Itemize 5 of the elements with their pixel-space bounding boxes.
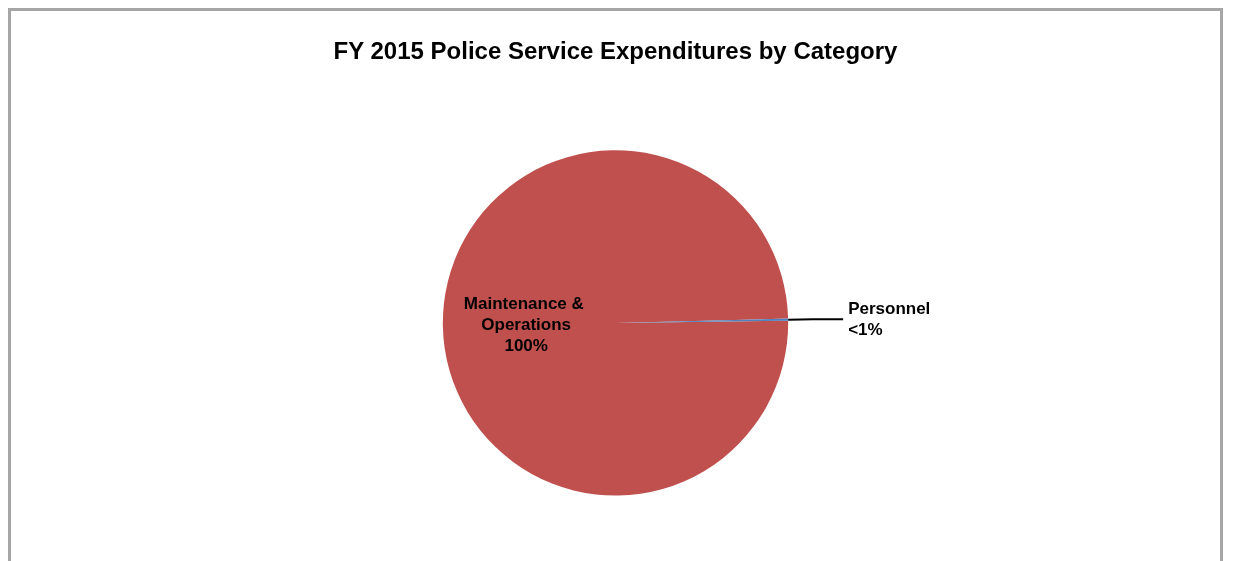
slice-label: Personnel [848, 299, 931, 319]
data-label: <1% [848, 320, 883, 340]
slice-label: Maintenance & Operations [463, 294, 589, 335]
chart-title: FY 2015 Police Service Expenditures by Category [333, 36, 899, 64]
data-label: 100% [504, 336, 548, 356]
